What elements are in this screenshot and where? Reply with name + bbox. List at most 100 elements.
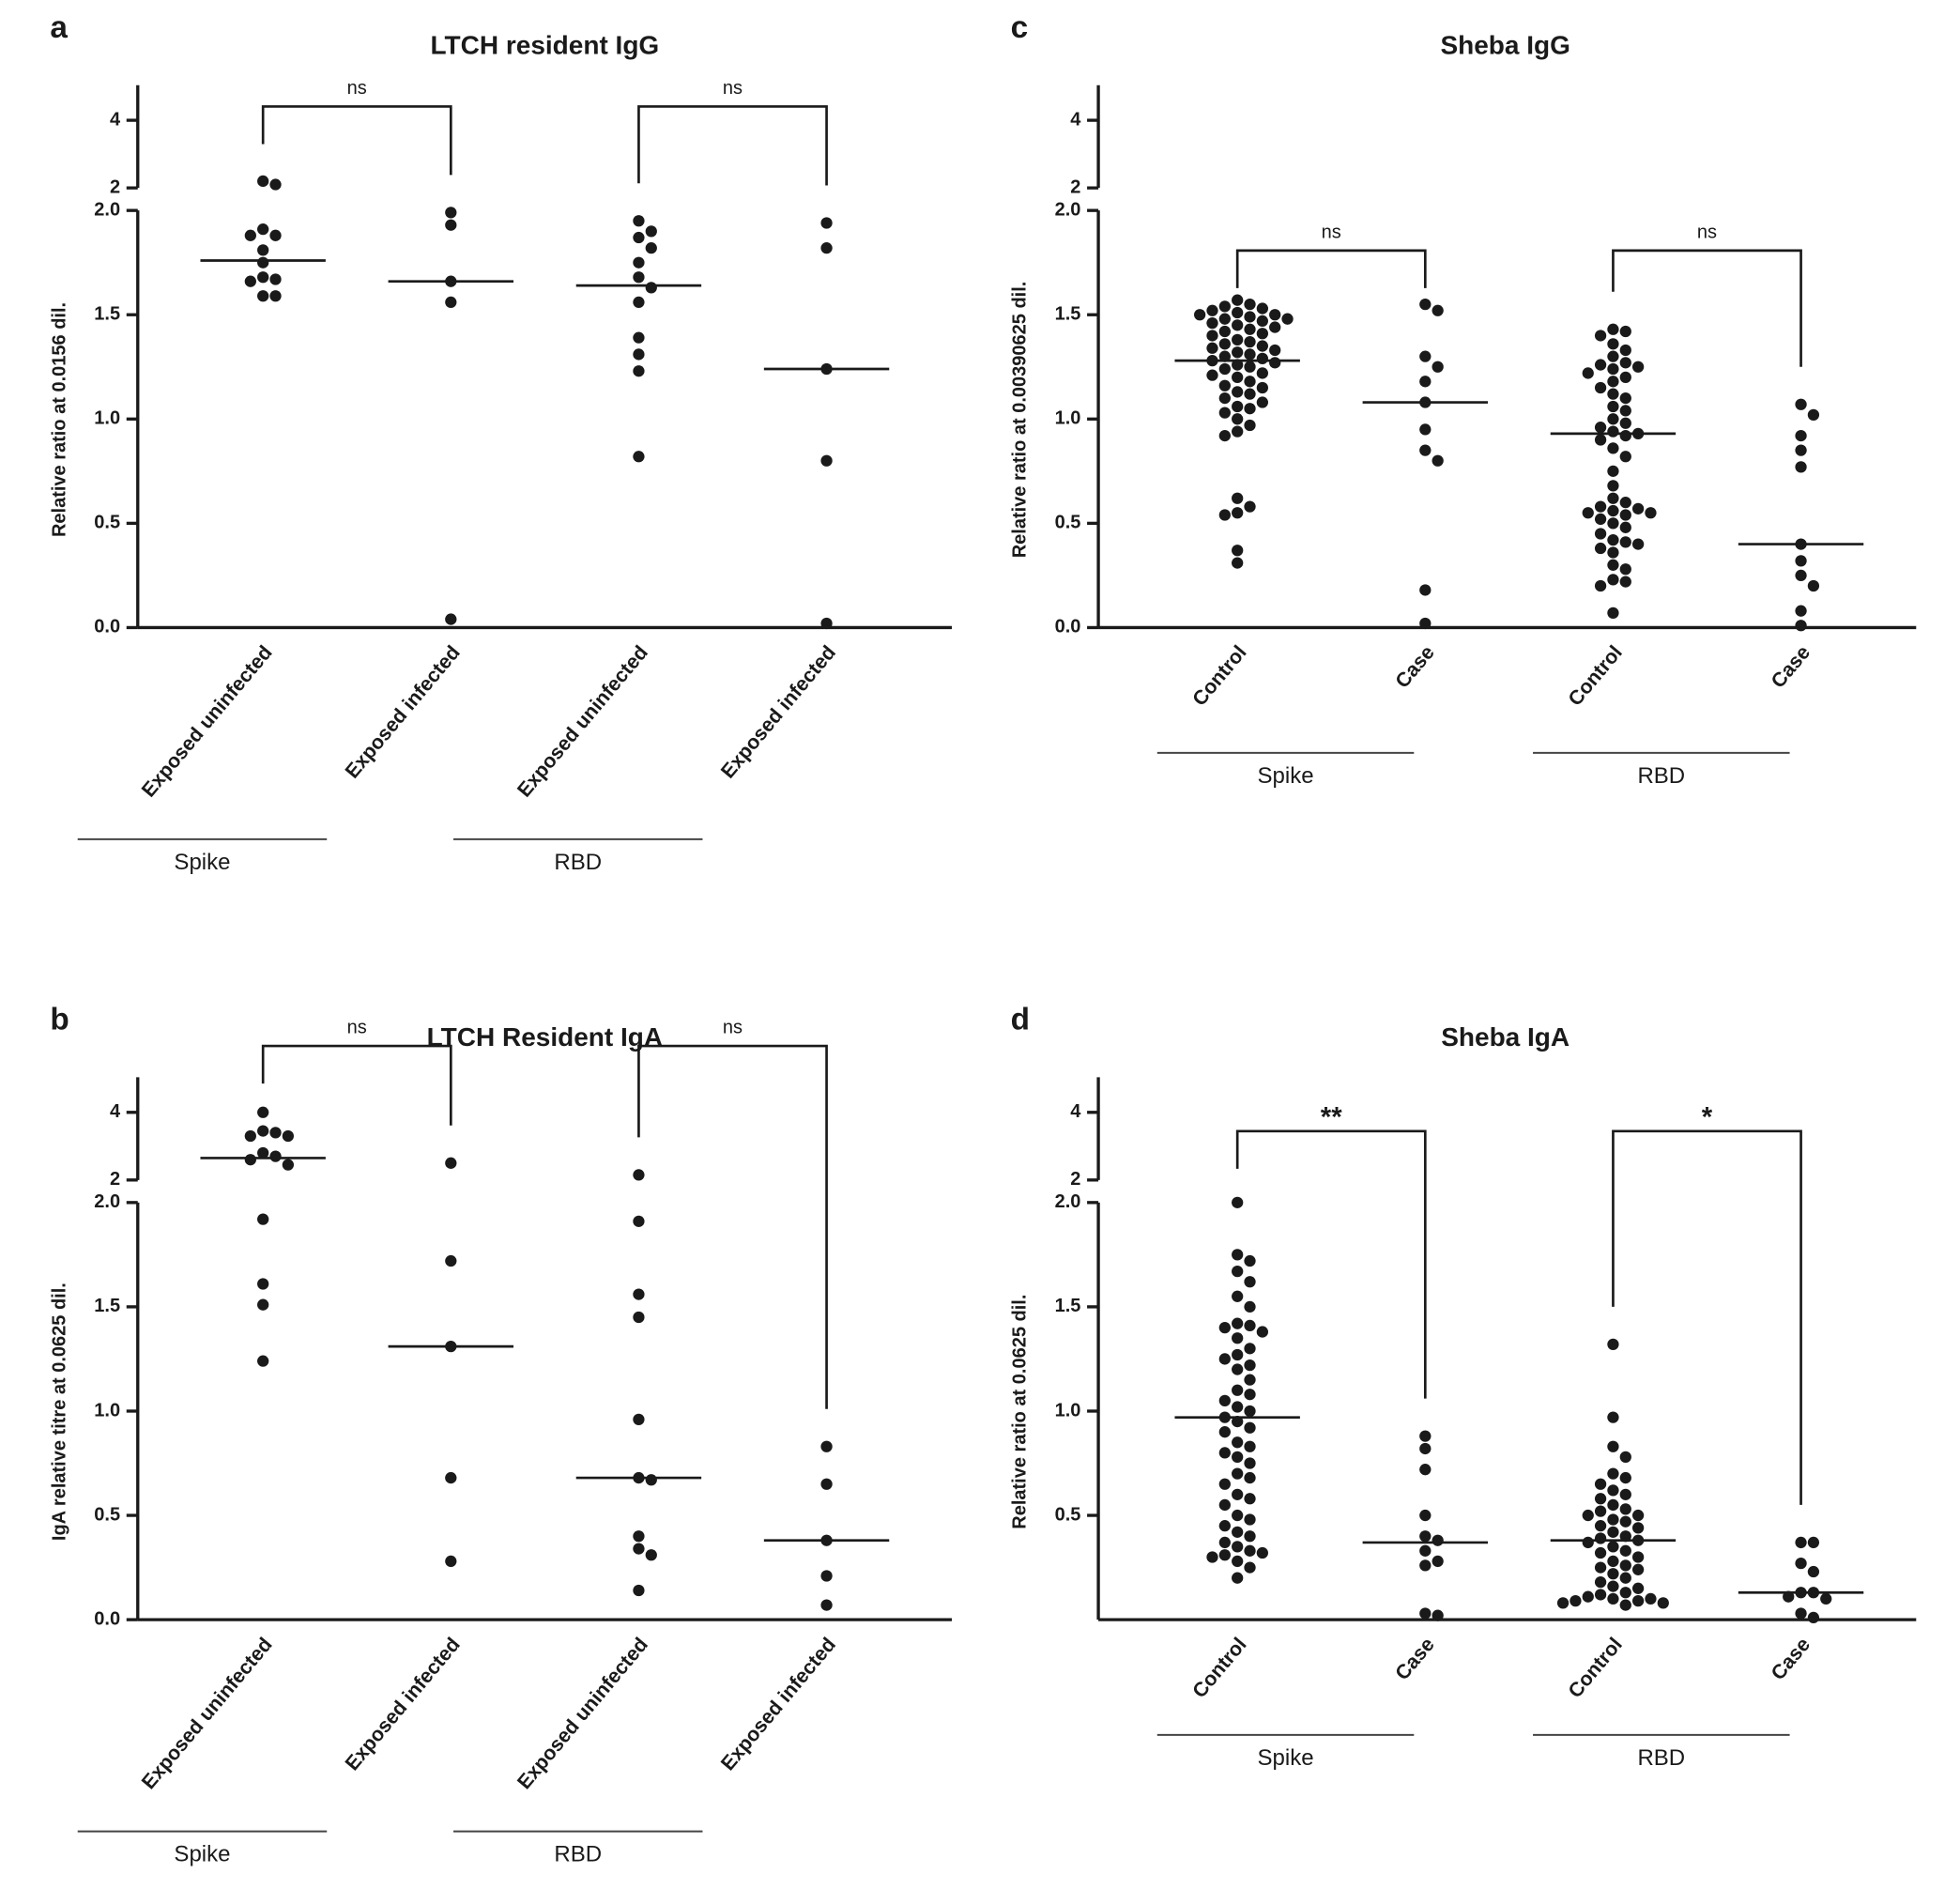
data-point — [257, 1278, 269, 1290]
data-point — [1607, 574, 1619, 586]
data-point — [1419, 1509, 1432, 1522]
data-point — [1619, 576, 1631, 588]
data-point — [1244, 1405, 1256, 1418]
data-point — [1607, 338, 1619, 350]
data-point — [820, 1440, 833, 1452]
data-point — [244, 275, 256, 287]
x-tick-label: Exposed uninfected — [137, 1634, 277, 1794]
significance-label: * — [1702, 1101, 1713, 1132]
data-point — [1619, 509, 1631, 521]
data-point — [445, 1555, 457, 1568]
data-point — [1244, 1561, 1256, 1574]
data-point — [1218, 1549, 1231, 1561]
data-point — [820, 1599, 833, 1611]
data-point — [445, 296, 457, 309]
data-point — [1645, 1592, 1657, 1605]
y-tick-label: 0.5 — [1055, 1504, 1081, 1525]
data-point — [445, 1157, 457, 1169]
data-point — [1218, 1353, 1231, 1365]
significance-bracket — [637, 1044, 828, 1409]
data-point — [1657, 1597, 1669, 1609]
data-point — [1232, 294, 1244, 306]
data-point — [1232, 1451, 1244, 1463]
data-point — [1244, 361, 1256, 373]
y-tick-label: 1.5 — [1055, 1296, 1081, 1316]
data-point — [1218, 1426, 1231, 1438]
data-point — [269, 1150, 282, 1162]
x-tick-label: Control — [1188, 641, 1251, 711]
data-point — [1218, 1478, 1231, 1490]
data-point — [1232, 425, 1244, 438]
data-point — [1607, 442, 1619, 454]
data-point — [1218, 338, 1231, 350]
data-point — [1206, 342, 1218, 354]
significance-bracket — [1612, 249, 1802, 367]
data-point — [1619, 536, 1631, 548]
data-point — [633, 365, 645, 377]
x-tick-label: Case — [1767, 641, 1815, 693]
data-point — [257, 1125, 269, 1137]
data-point — [645, 242, 657, 254]
data-point — [1244, 500, 1256, 513]
data-point — [1244, 1319, 1256, 1332]
data-point — [282, 1129, 294, 1143]
data-point — [1607, 480, 1619, 492]
data-point — [645, 282, 657, 294]
data-point — [257, 1213, 269, 1225]
data-point — [1783, 1590, 1795, 1603]
data-point — [1594, 1532, 1607, 1544]
data-point — [1594, 500, 1607, 513]
data-point — [1619, 344, 1631, 357]
y-tick-label: 0.0 — [1055, 617, 1081, 637]
data-point — [1244, 1530, 1256, 1543]
panel-letter: a — [50, 10, 68, 45]
data-point — [1594, 434, 1607, 446]
data-point — [1244, 1343, 1256, 1355]
data-point — [1582, 1536, 1594, 1549]
data-point — [633, 1215, 645, 1227]
data-point — [1244, 1421, 1256, 1434]
data-point — [1607, 534, 1619, 546]
group-label: RBD — [1637, 1745, 1685, 1771]
data-point — [1232, 1436, 1244, 1449]
data-point — [257, 256, 269, 269]
data-point — [1244, 1359, 1256, 1372]
y-tick-label: 2.0 — [94, 1191, 120, 1212]
chart-title: LTCH Resident IgA — [427, 1022, 663, 1052]
data-point — [1244, 335, 1256, 348]
data-point — [1594, 381, 1607, 394]
data-point — [445, 1254, 457, 1267]
x-tick-label: Exposed uninfected — [513, 641, 652, 802]
data-point — [1607, 1498, 1619, 1512]
data-point — [1419, 1442, 1432, 1455]
data-point — [1807, 1565, 1820, 1578]
data-point — [1594, 422, 1607, 434]
data-point — [1607, 517, 1619, 530]
data-point — [633, 215, 645, 227]
data-point — [1269, 344, 1281, 357]
data-point — [1206, 330, 1218, 342]
data-point — [1232, 1266, 1244, 1278]
data-point — [820, 1570, 833, 1582]
y-tick-label: 0.0 — [94, 1608, 120, 1629]
data-point — [1807, 1611, 1820, 1624]
x-tick-label: Control — [1188, 1634, 1251, 1703]
data-point — [1218, 392, 1231, 405]
data-point — [1244, 323, 1256, 335]
data-point — [1594, 513, 1607, 526]
data-point — [282, 1159, 294, 1171]
y-tick-label: 2 — [110, 1169, 120, 1190]
data-point — [257, 1146, 269, 1160]
x-tick-label: Exposed infected — [341, 641, 465, 783]
data-point — [269, 178, 282, 191]
x-tick-label: Exposed uninfected — [513, 1634, 652, 1794]
data-point — [257, 1106, 269, 1118]
data-point — [1244, 1389, 1256, 1401]
y-tick-label: 2 — [1070, 1169, 1080, 1190]
data-point — [1432, 304, 1444, 316]
data-point — [1218, 300, 1231, 313]
panel-letter: c — [1011, 10, 1029, 45]
data-point — [1218, 313, 1231, 325]
data-point — [1607, 413, 1619, 425]
data-point — [1244, 376, 1256, 388]
